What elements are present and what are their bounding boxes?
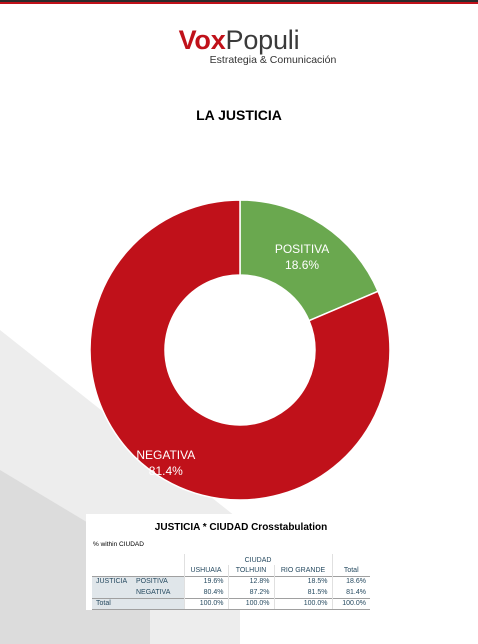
crosstab-cell: 100.0% xyxy=(331,597,370,610)
slice-value-label: 81.4% xyxy=(149,464,183,478)
slice-category-label: POSITIVA xyxy=(275,242,329,256)
crosstab-cell: 100.0% xyxy=(227,597,274,610)
crosstab-row-var: JUSTICIA xyxy=(92,575,132,587)
crosstab-table: CIUDAD USHUAIA TOLHUIN RIO GRANDE Total … xyxy=(92,554,370,610)
crosstab-cell: 100.0% xyxy=(273,597,332,610)
slice-value-label: 18.6% xyxy=(285,258,319,272)
donut-slice-negativa xyxy=(89,199,391,501)
logo-populi-text: Populi xyxy=(225,25,300,55)
crosstab-cell: 18.6% xyxy=(331,575,370,587)
crosstab-cell: 19.6% xyxy=(183,575,228,587)
crosstab-col-header: RIO GRANDE xyxy=(273,565,332,576)
crosstab-cell: 12.8% xyxy=(227,575,274,587)
crosstab-cell: 80.4% xyxy=(183,587,228,598)
logo-tagline: Estrategia & Comunicación xyxy=(209,54,337,66)
crosstab-col-header: USHUAIA xyxy=(183,565,228,576)
crosstab-cell: 18.5% xyxy=(273,575,332,587)
donut-slice-positiva xyxy=(239,199,380,322)
page-title: LA JUSTICIA xyxy=(196,107,282,123)
crosstab-row-label: POSITIVA xyxy=(132,575,184,587)
crosstab-cell: 100.0% xyxy=(183,597,228,610)
top-brand-bar xyxy=(0,0,478,4)
logo-vox-text: Vox xyxy=(178,25,226,55)
donut-chart: POSITIVA 18.6% NEGATIVA 81.4% xyxy=(89,199,391,501)
crosstab-cell: 87.2% xyxy=(227,587,274,598)
crosstab-cell: 81.4% xyxy=(331,587,370,598)
crosstab-total-label: Total xyxy=(92,597,184,610)
slice-category-label: NEGATIVA xyxy=(136,448,195,462)
crosstab-note: % within CIUDAD xyxy=(93,541,144,548)
table-row: NEGATIVA 80.4% 87.2% 81.5% 81.4% xyxy=(92,587,370,598)
crosstab-col-header: Total xyxy=(331,565,370,576)
table-row: JUSTICIA POSITIVA 19.6% 12.8% 18.5% 18.6… xyxy=(92,575,370,587)
voxpopuli-logo: VoxPopuli Estrategia & Comunicación xyxy=(0,24,478,66)
crosstab-cell: 81.5% xyxy=(273,587,332,598)
crosstab-row-label: NEGATIVA xyxy=(132,587,184,598)
crosstab-title: JUSTICIA * CIUDAD Crosstabulation xyxy=(154,522,328,533)
crosstab-col-header: TOLHUIN xyxy=(227,565,274,576)
table-row: Total 100.0% 100.0% 100.0% 100.0% xyxy=(92,597,370,610)
crosstab-panel: JUSTICIA * CIUDAD Crosstabulation % with… xyxy=(86,514,396,610)
crosstab-group-header: CIUDAD xyxy=(183,554,332,565)
